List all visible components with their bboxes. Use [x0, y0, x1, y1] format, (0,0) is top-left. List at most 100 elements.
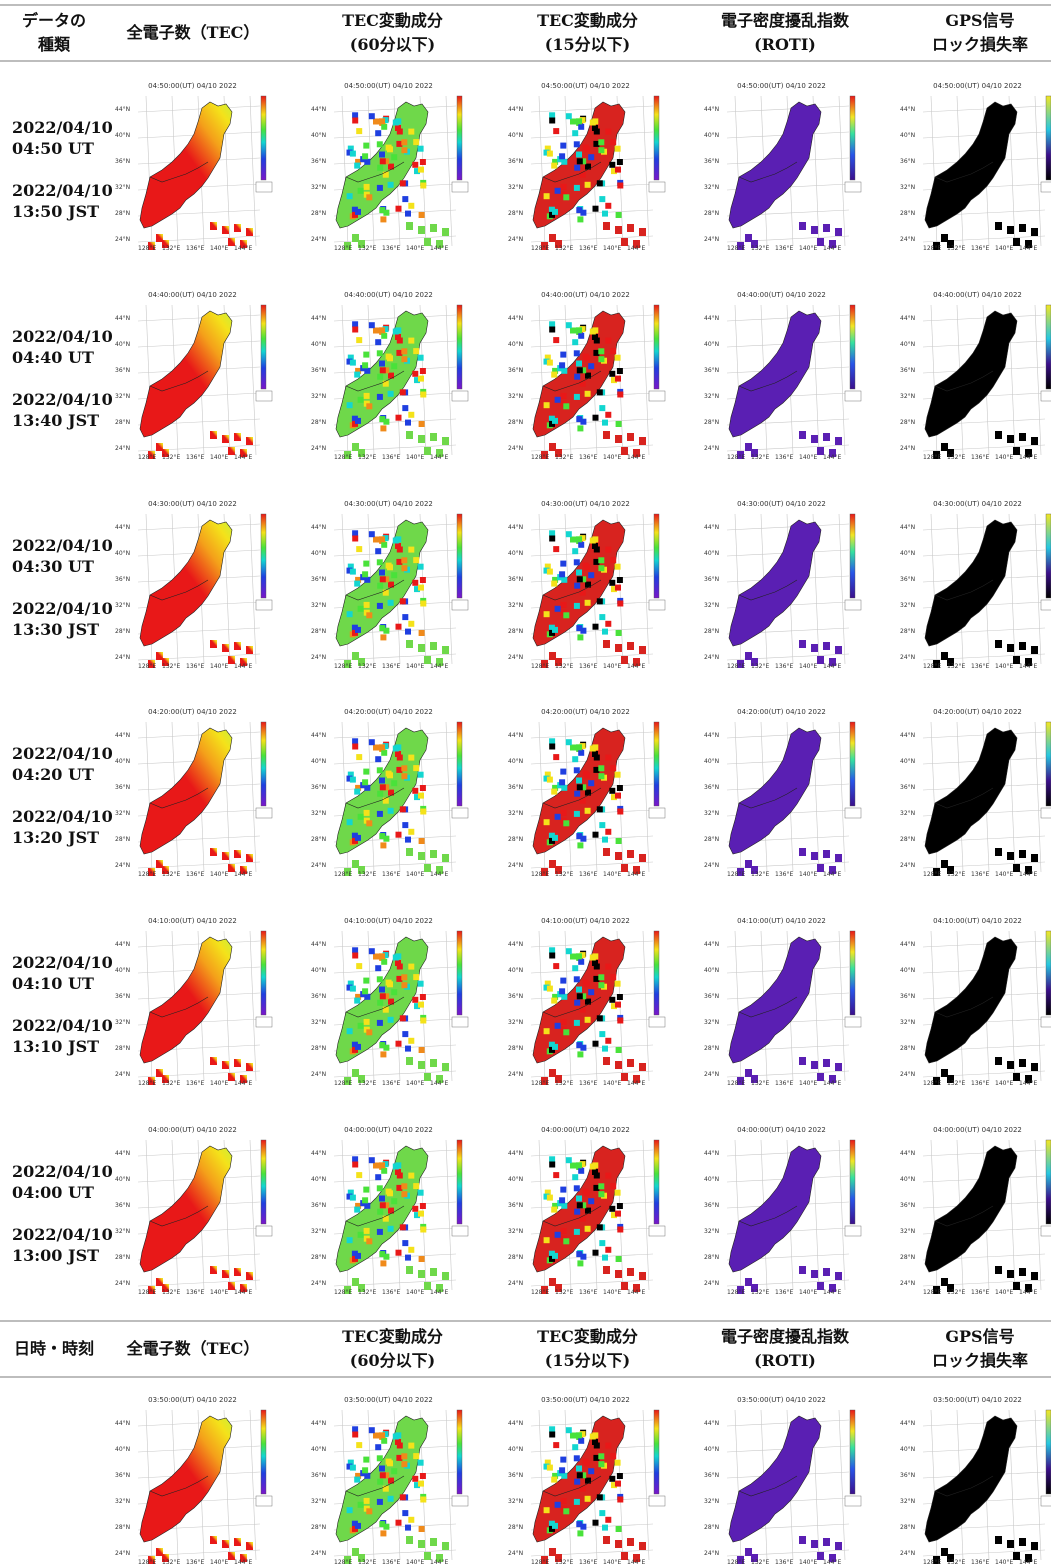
lat-label: 40°N [900, 341, 916, 348]
lon-label: 144°E [627, 454, 646, 461]
lat-label: 44°N [115, 732, 131, 739]
lat-label: 24°N [508, 445, 524, 452]
lon-label: 132°E [162, 245, 181, 252]
lat-label: 36°N [900, 158, 916, 165]
map-roti: 04:50:00(UT) 04/10 2022 44°N 40°N 36°N 32°N 2… [699, 82, 864, 254]
lat-label: 40°N [704, 132, 720, 139]
lat-label: 40°N [704, 550, 720, 557]
lon-label: 128°E [138, 871, 157, 878]
lat-label: 24°N [704, 236, 720, 243]
lon-label: 136°E [775, 871, 794, 878]
lon-label: 140°E [210, 1289, 229, 1296]
map-title: 04:00:00(UT) 04/10 2022 [933, 1126, 1022, 1134]
lon-label: 144°E [234, 871, 253, 878]
lon-label: 128°E [334, 1080, 353, 1087]
map-title: 04:20:00(UT) 04/10 2022 [737, 708, 826, 716]
lon-label: 144°E [627, 1289, 646, 1296]
lon-label: 144°E [823, 245, 842, 252]
map-lol: 04:00:00(UT) 04/10 2022 44°N 40°N 36°N 32°N 2… [895, 1126, 1051, 1298]
row-label-0400: 2022/04/10 04:00 UT 2022/04/10 13:00 JST [12, 1162, 113, 1265]
header-lol: GPS信号 ロック損失率 [931, 1327, 1028, 1370]
lon-label: 132°E [947, 1289, 966, 1296]
lon-label: 140°E [995, 663, 1014, 670]
map-title: 04:40:00(UT) 04/10 2022 [737, 291, 826, 299]
lat-label: 24°N [704, 1550, 720, 1557]
lat-label: 32°N [311, 393, 327, 400]
lon-label: 140°E [799, 663, 818, 670]
header-dtec15: TEC変動成分 (15分以下) [537, 11, 638, 54]
lon-label: 128°E [334, 1559, 353, 1566]
lat-label: 44°N [508, 524, 524, 531]
lon-label: 140°E [406, 663, 425, 670]
lat-label: 36°N [311, 1202, 327, 1209]
lat-label: 24°N [508, 1071, 524, 1078]
lat-label: 36°N [115, 367, 131, 374]
lat-label: 44°N [115, 1420, 131, 1427]
lat-label: 44°N [311, 1150, 327, 1157]
lat-label: 36°N [311, 784, 327, 791]
lon-label: 140°E [799, 1559, 818, 1566]
lat-label: 28°N [311, 210, 327, 217]
lat-label: 28°N [115, 210, 131, 217]
map-dtec15: 04:20:00(UT) 04/10 2022 44°N 40°N 36°N 32°N 2… [503, 708, 668, 880]
lon-label: 136°E [971, 454, 990, 461]
lon-label: 144°E [430, 1289, 449, 1296]
lat-label: 28°N [508, 1524, 524, 1531]
lat-label: 40°N [704, 341, 720, 348]
map-dtec15: 03:50:00(UT) 04/10 2022 44°N 40°N 36°N 32°N 2… [503, 1396, 668, 1568]
lon-label: 132°E [751, 245, 770, 252]
lon-label: 140°E [603, 1080, 622, 1087]
lon-label: 128°E [334, 1289, 353, 1296]
lon-label: 132°E [162, 454, 181, 461]
lat-label: 28°N [704, 419, 720, 426]
map-tec: 04:20:00(UT) 04/10 2022 44°N 40°N 36°N 32°N 2… [110, 708, 275, 880]
lon-label: 132°E [358, 1559, 377, 1566]
lat-label: 36°N [704, 993, 720, 1000]
lat-label: 44°N [900, 1420, 916, 1427]
map-lol: 04:10:00(UT) 04/10 2022 44°N 40°N 36°N 32°N 2… [895, 917, 1051, 1089]
lat-label: 40°N [508, 1446, 524, 1453]
lat-label: 36°N [704, 1202, 720, 1209]
lat-label: 44°N [704, 106, 720, 113]
lon-label: 136°E [579, 871, 598, 878]
lon-label: 128°E [138, 663, 157, 670]
map-roti: 04:10:00(UT) 04/10 2022 44°N 40°N 36°N 32°N 2… [699, 917, 864, 1089]
lon-label: 128°E [531, 245, 550, 252]
lon-label: 140°E [406, 871, 425, 878]
lat-label: 32°N [508, 393, 524, 400]
lon-label: 128°E [727, 663, 746, 670]
lat-label: 36°N [900, 1202, 916, 1209]
map-tec: 03:50:00(UT) 04/10 2022 44°N 40°N 36°N 32°N 2… [110, 1396, 275, 1568]
lat-label: 32°N [508, 1228, 524, 1235]
map-lol: 03:50:00(UT) 04/10 2022 44°N 40°N 36°N 32°N 2… [895, 1396, 1051, 1568]
map-tec: 04:00:00(UT) 04/10 2022 44°N 40°N 36°N 32°N 2… [110, 1126, 275, 1298]
map-roti: 04:20:00(UT) 04/10 2022 44°N 40°N 36°N 32°N 2… [699, 708, 864, 880]
lat-label: 24°N [311, 862, 327, 869]
lon-label: 140°E [799, 454, 818, 461]
lat-label: 28°N [508, 210, 524, 217]
lon-label: 128°E [138, 1289, 157, 1296]
lon-label: 144°E [234, 1559, 253, 1566]
lat-label: 32°N [311, 184, 327, 191]
lat-label: 32°N [115, 1498, 131, 1505]
table-header-bottom: 日時・時刻 全電子数（TEC） TEC変動成分 (60分以下) TEC変動成分 … [0, 1320, 1051, 1378]
lat-label: 36°N [704, 784, 720, 791]
lon-label: 140°E [210, 245, 229, 252]
lat-label: 24°N [900, 862, 916, 869]
map-title: 04:50:00(UT) 04/10 2022 [737, 82, 826, 90]
lon-label: 128°E [923, 245, 942, 252]
lon-label: 128°E [138, 245, 157, 252]
map-title: 04:10:00(UT) 04/10 2022 [737, 917, 826, 925]
lat-label: 44°N [900, 941, 916, 948]
lon-label: 136°E [186, 1559, 205, 1566]
lon-label: 140°E [603, 245, 622, 252]
lon-label: 136°E [971, 663, 990, 670]
lon-label: 140°E [406, 1559, 425, 1566]
lat-label: 36°N [115, 158, 131, 165]
map-tec: 04:30:00(UT) 04/10 2022 44°N 40°N 36°N 32°N 2… [110, 500, 275, 672]
lat-label: 28°N [311, 628, 327, 635]
lon-label: 128°E [531, 1080, 550, 1087]
lat-label: 24°N [900, 1280, 916, 1287]
map-roti: 04:00:00(UT) 04/10 2022 44°N 40°N 36°N 32°N 2… [699, 1126, 864, 1298]
lon-label: 136°E [186, 1289, 205, 1296]
